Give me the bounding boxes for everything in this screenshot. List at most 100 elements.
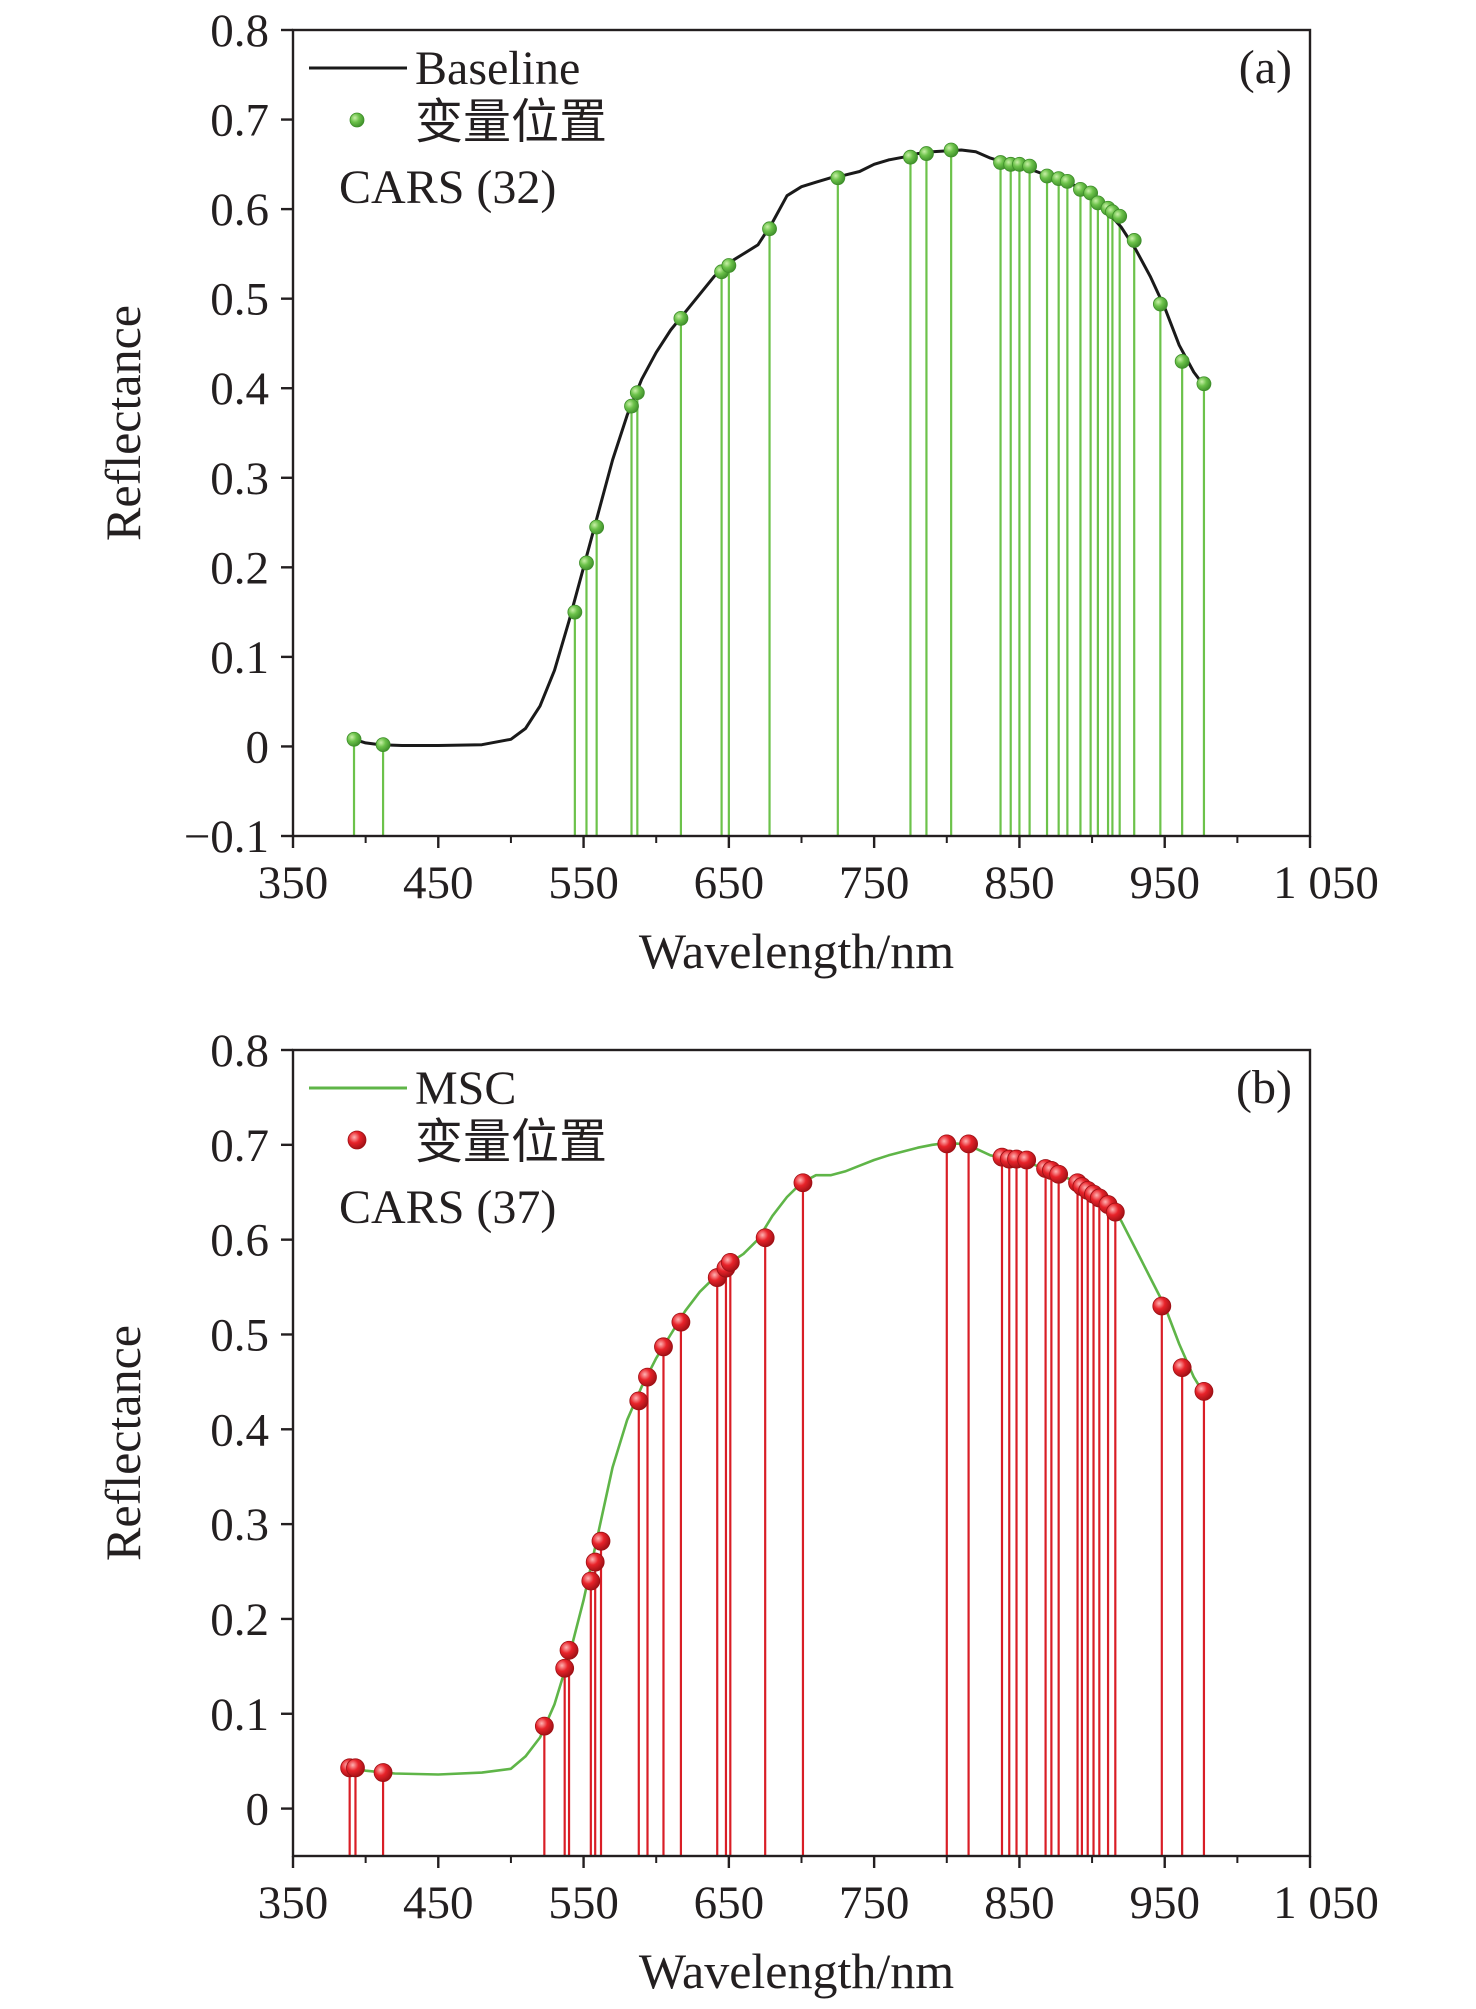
x-axis-title: Wavelength/nm <box>639 1943 954 1999</box>
variable-marker <box>1152 1296 1172 1316</box>
panel-label: (a) <box>1239 41 1292 94</box>
y-tick-label: 0.8 <box>210 1025 269 1077</box>
y-tick-label: 0.2 <box>210 542 269 594</box>
variable-marker <box>793 1173 813 1193</box>
variable-marker <box>1017 1150 1037 1170</box>
legend-marker-swatch <box>349 112 365 128</box>
x-axis-title: Wavelength/nm <box>639 923 954 979</box>
x-tick-label: 350 <box>258 857 329 909</box>
plot-frame-a <box>291 28 1312 838</box>
x-tick-label: 750 <box>839 857 910 909</box>
variable-marker <box>567 604 583 620</box>
stems-a <box>352 150 1206 836</box>
variable-marker <box>555 1658 575 1678</box>
variable-marker <box>629 385 645 401</box>
x-tick-label: 850 <box>984 1877 1055 1929</box>
variable-marker <box>1105 1202 1125 1222</box>
variable-marker <box>581 1571 601 1591</box>
variable-marker <box>720 1253 740 1272</box>
x-tick-label: 650 <box>694 1877 765 1929</box>
axes-box <box>291 28 1312 838</box>
variable-marker <box>1049 1164 1069 1184</box>
variable-marker <box>346 731 362 747</box>
legend-a: Baseline 变量位置 <box>309 42 607 149</box>
y-axis-title: Reflectance <box>95 305 151 541</box>
variable-marker <box>591 1531 611 1551</box>
x-tick-label: 450 <box>403 1877 474 1929</box>
axes-box <box>291 1048 1312 1858</box>
y-tick-label: 0.7 <box>210 95 269 147</box>
variable-marker <box>671 1312 691 1332</box>
variable-marker <box>943 142 959 158</box>
variable-marker <box>373 1763 393 1782</box>
y-tick-label: 0.5 <box>210 1309 269 1361</box>
variable-marker <box>1194 1381 1214 1401</box>
variable-marker <box>919 146 934 161</box>
variable-marker <box>830 170 846 186</box>
ticks-b: 350 450 550 650 750 850 950 1 050 0 0.1 0.2 0.3 0.4 0… <box>210 1025 1379 1929</box>
x-tick-label: 550 <box>548 1877 619 1929</box>
chart-panel-b: 350 450 550 650 750 850 950 1 050 0 0.1 0.2 0.3 0.4 0… <box>95 1025 1379 1999</box>
y-tick-label: 0.1 <box>210 632 269 684</box>
variable-marker <box>654 1337 673 1357</box>
variable-marker <box>629 1391 649 1411</box>
stems-b <box>348 1143 1206 1856</box>
variable-marker <box>1059 173 1075 189</box>
x-tick-label: 450 <box>403 857 474 909</box>
variable-marker <box>1172 1358 1192 1378</box>
curve-a <box>353 148 1204 747</box>
variable-marker <box>1126 233 1142 248</box>
annotation-cars: CARS (32) <box>339 161 556 214</box>
y-tick-label: 0.8 <box>210 5 269 57</box>
x-tick-label: 850 <box>984 857 1055 909</box>
y-axis-title: Reflectance <box>95 1325 151 1561</box>
y-tick-label: 0.4 <box>210 363 269 415</box>
chart-panel-a: 350 450 550 650 750 850 950 1 050 −0.1 0 0.1 0.2 0.3… <box>95 5 1379 979</box>
variable-marker <box>534 1716 554 1736</box>
y-tick-label: 0.6 <box>210 1215 269 1267</box>
variable-marker <box>1174 353 1190 369</box>
variable-marker <box>673 310 689 326</box>
plot-frame-b <box>291 1048 1312 1858</box>
legend-label-msc: MSC <box>415 1062 516 1115</box>
spectrum-line <box>349 1141 1204 1776</box>
y-tick-label: 0.3 <box>210 453 269 505</box>
variable-marker <box>579 555 594 571</box>
y-tick-label: 0.5 <box>210 274 269 326</box>
legend-label-variable-position: 变量位置 <box>415 1116 607 1169</box>
curve-b <box>349 1141 1204 1776</box>
variable-marker <box>959 1134 978 1154</box>
variable-marker <box>1196 376 1212 392</box>
y-tick-label: 0.1 <box>210 1689 269 1741</box>
variable-marker <box>1112 208 1128 224</box>
x-tick-label: 550 <box>548 857 619 909</box>
y-tick-label: 0.4 <box>210 1404 269 1456</box>
legend-marker-swatch <box>347 1130 367 1150</box>
variable-marker <box>937 1134 957 1154</box>
x-tick-label: 950 <box>1129 1877 1200 1929</box>
variable-marker <box>755 1228 775 1248</box>
variable-marker <box>1022 158 1037 174</box>
panel-label: (b) <box>1236 1061 1292 1114</box>
y-tick-label: 0.3 <box>210 1499 269 1551</box>
x-tick-label: 350 <box>258 1877 329 1929</box>
ticks-a: 350 450 550 650 750 850 950 1 050 −0.1 0 0.1 0.2 0.3… <box>184 5 1379 909</box>
x-tick-label: 650 <box>694 857 765 909</box>
x-tick-label: 750 <box>839 1877 910 1929</box>
y-tick-label: −0.1 <box>184 811 269 863</box>
y-tick-label: 0.7 <box>210 1120 269 1172</box>
markers-a <box>346 142 1212 753</box>
x-tick-label: 1 050 <box>1273 857 1379 909</box>
variable-marker <box>1152 296 1168 312</box>
y-tick-label: 0.6 <box>210 184 269 236</box>
legend-label-variable-position: 变量位置 <box>415 96 607 149</box>
variable-marker <box>559 1640 579 1660</box>
y-tick-label: 0.2 <box>210 1594 269 1646</box>
variable-marker <box>721 258 737 273</box>
annotation-cars: CARS (37) <box>339 1181 556 1234</box>
legend-label-baseline: Baseline <box>415 42 580 95</box>
variable-marker <box>762 221 777 237</box>
spectrum-line <box>353 148 1204 747</box>
variable-marker <box>624 398 639 414</box>
